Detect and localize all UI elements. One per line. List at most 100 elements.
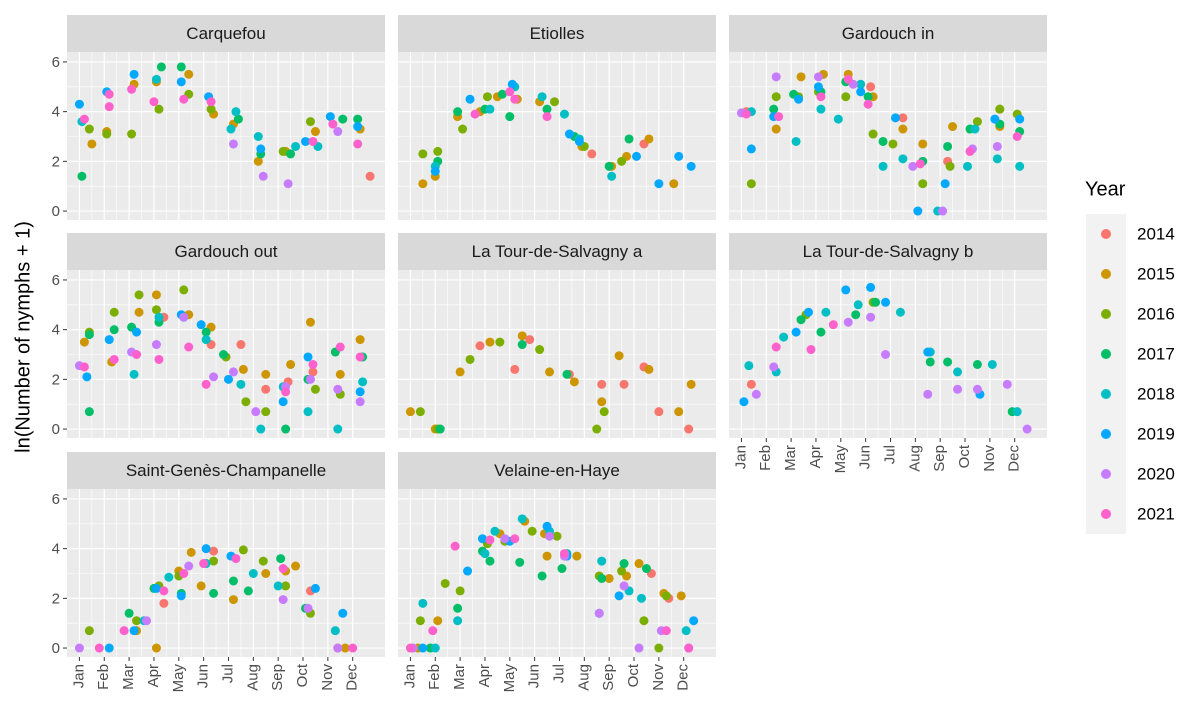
data-point — [963, 161, 972, 171]
data-point — [430, 643, 440, 653]
data-point — [405, 643, 415, 653]
data-point — [813, 72, 823, 82]
legend-label: 2019 — [1137, 424, 1175, 443]
data-point — [74, 99, 84, 109]
data-point — [676, 591, 686, 601]
data-point — [821, 307, 831, 317]
data-point — [286, 359, 296, 369]
data-point — [333, 127, 343, 137]
data-point — [796, 72, 806, 82]
data-point — [769, 104, 779, 114]
data-point — [340, 643, 350, 653]
data-point — [154, 354, 164, 364]
data-point — [972, 359, 982, 369]
data-point — [94, 643, 104, 653]
data-point — [132, 349, 142, 359]
data-point — [771, 124, 781, 134]
data-point — [273, 581, 283, 591]
data-point — [308, 367, 318, 377]
data-point — [151, 583, 161, 593]
y-tick-label: 6 — [52, 491, 60, 508]
data-point — [641, 564, 651, 574]
data-point — [972, 384, 982, 394]
data-point — [559, 109, 569, 119]
data-point — [238, 545, 248, 555]
data-point — [597, 397, 607, 407]
data-point — [490, 526, 500, 536]
data-point — [465, 94, 475, 104]
data-point — [176, 591, 186, 601]
data-point — [965, 146, 975, 156]
x-tick-label: Jan — [732, 445, 749, 469]
data-point — [686, 379, 696, 389]
data-point — [771, 72, 781, 82]
data-point — [940, 179, 950, 189]
data-point — [87, 139, 97, 149]
x-tick-label: Sep — [269, 664, 286, 691]
data-point — [450, 541, 460, 551]
data-point — [440, 578, 450, 588]
y-tick-label: 4 — [52, 322, 60, 339]
data-point — [527, 526, 537, 536]
x-tick-label: Jul — [219, 664, 236, 683]
data-point — [545, 367, 555, 377]
data-point — [124, 608, 134, 618]
data-point — [84, 626, 94, 636]
data-point — [843, 317, 853, 327]
data-point — [201, 544, 211, 554]
x-tick-label: Sep — [931, 445, 948, 472]
data-point — [281, 581, 291, 591]
data-point — [813, 82, 823, 92]
data-point — [84, 124, 94, 134]
data-point — [199, 559, 209, 569]
data-point — [562, 369, 572, 379]
data-point — [1022, 424, 1032, 434]
x-tick-label: Oct — [625, 663, 642, 687]
data-point — [485, 535, 495, 545]
x-tick-label: Mar — [451, 664, 468, 690]
x-tick-label: Jan — [401, 664, 418, 688]
data-point — [1015, 161, 1025, 171]
data-point — [597, 573, 607, 583]
data-point — [253, 131, 263, 141]
data-point — [617, 566, 627, 576]
data-point — [286, 149, 296, 159]
data-point — [510, 534, 520, 544]
data-point — [201, 327, 211, 337]
data-point — [119, 626, 129, 636]
data-point — [179, 285, 189, 295]
data-point — [184, 561, 194, 571]
data-point — [505, 112, 515, 122]
data-point — [261, 384, 271, 394]
y-tick-label: 6 — [52, 272, 60, 289]
x-tick-label: Feb — [757, 445, 774, 471]
data-point — [301, 136, 310, 146]
data-point — [945, 161, 955, 171]
x-tick-label: Jan — [70, 664, 87, 688]
data-point — [774, 112, 784, 122]
data-point — [572, 551, 582, 561]
data-point — [405, 407, 415, 417]
panel-background — [398, 52, 716, 220]
x-tick-label: Nov — [319, 664, 336, 691]
data-point — [542, 521, 552, 531]
legend-marker — [1101, 469, 1111, 479]
data-point — [948, 122, 958, 132]
data-point — [828, 320, 838, 330]
data-point — [661, 626, 671, 636]
data-point — [1012, 131, 1022, 141]
data-point — [151, 290, 161, 300]
data-point — [209, 556, 219, 566]
data-point — [455, 367, 465, 377]
data-point — [430, 166, 440, 176]
strip-background — [67, 233, 385, 270]
data-point — [661, 591, 671, 601]
data-point — [634, 559, 644, 569]
panel-title: Gardouch out — [174, 242, 277, 261]
y-tick-label: 2 — [52, 153, 60, 170]
data-point — [151, 340, 161, 350]
data-point — [305, 317, 315, 327]
data-point — [156, 62, 166, 72]
data-point — [587, 149, 597, 159]
